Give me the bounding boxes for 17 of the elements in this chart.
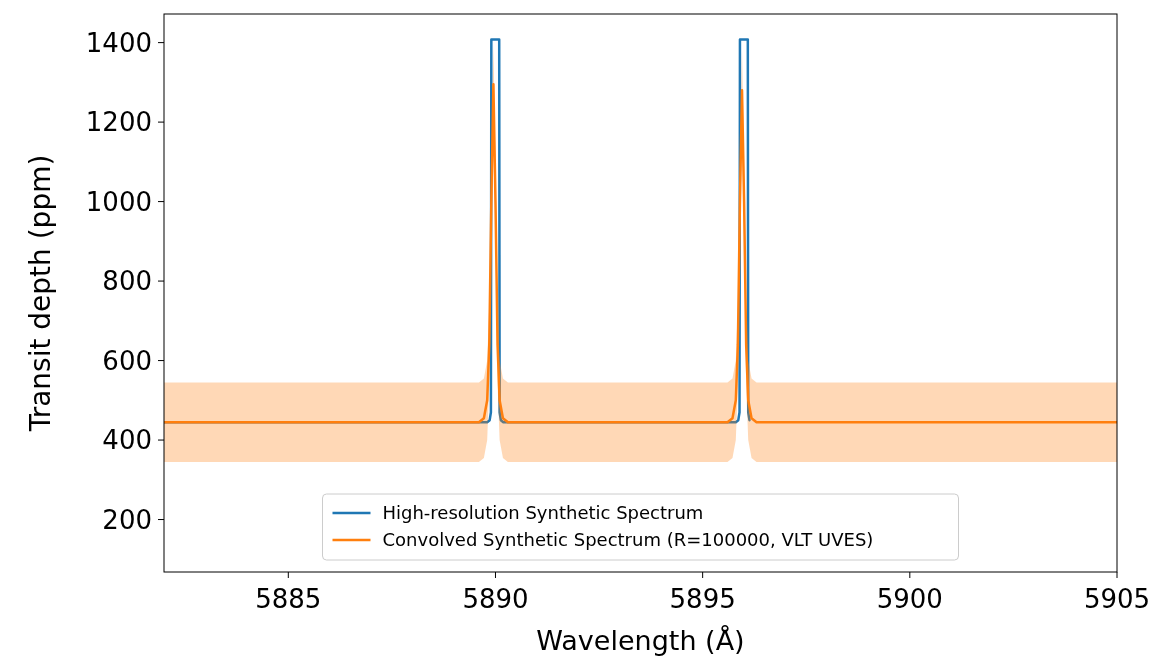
line-series [164, 83, 1117, 424]
x-axis-title: Wavelength (Å) [536, 625, 745, 656]
y-tick-label: 400 [102, 425, 152, 456]
y-tick-label: 1400 [85, 27, 152, 58]
y-tick-label: 1200 [85, 107, 152, 138]
x-tick-label: 5900 [876, 584, 943, 614]
y-axis-title: Transit depth (ppm) [24, 154, 57, 433]
x-tick-label: 5905 [1083, 584, 1151, 614]
legend-label: High-resolution Synthetic Spectrum [382, 502, 704, 524]
x-tick-label: 5895 [669, 584, 736, 614]
legend-label: Convolved Synthetic Spectrum (R=100000, VLT UVES) [382, 529, 874, 551]
y-tick-label: 1000 [85, 186, 152, 217]
y-tick-label: 600 [102, 345, 152, 376]
y-tick-label: 200 [102, 504, 152, 535]
x-tick-label: 5890 [462, 584, 529, 614]
y-tick-label: 800 [102, 266, 152, 297]
x-tick-label: 5885 [255, 584, 322, 614]
